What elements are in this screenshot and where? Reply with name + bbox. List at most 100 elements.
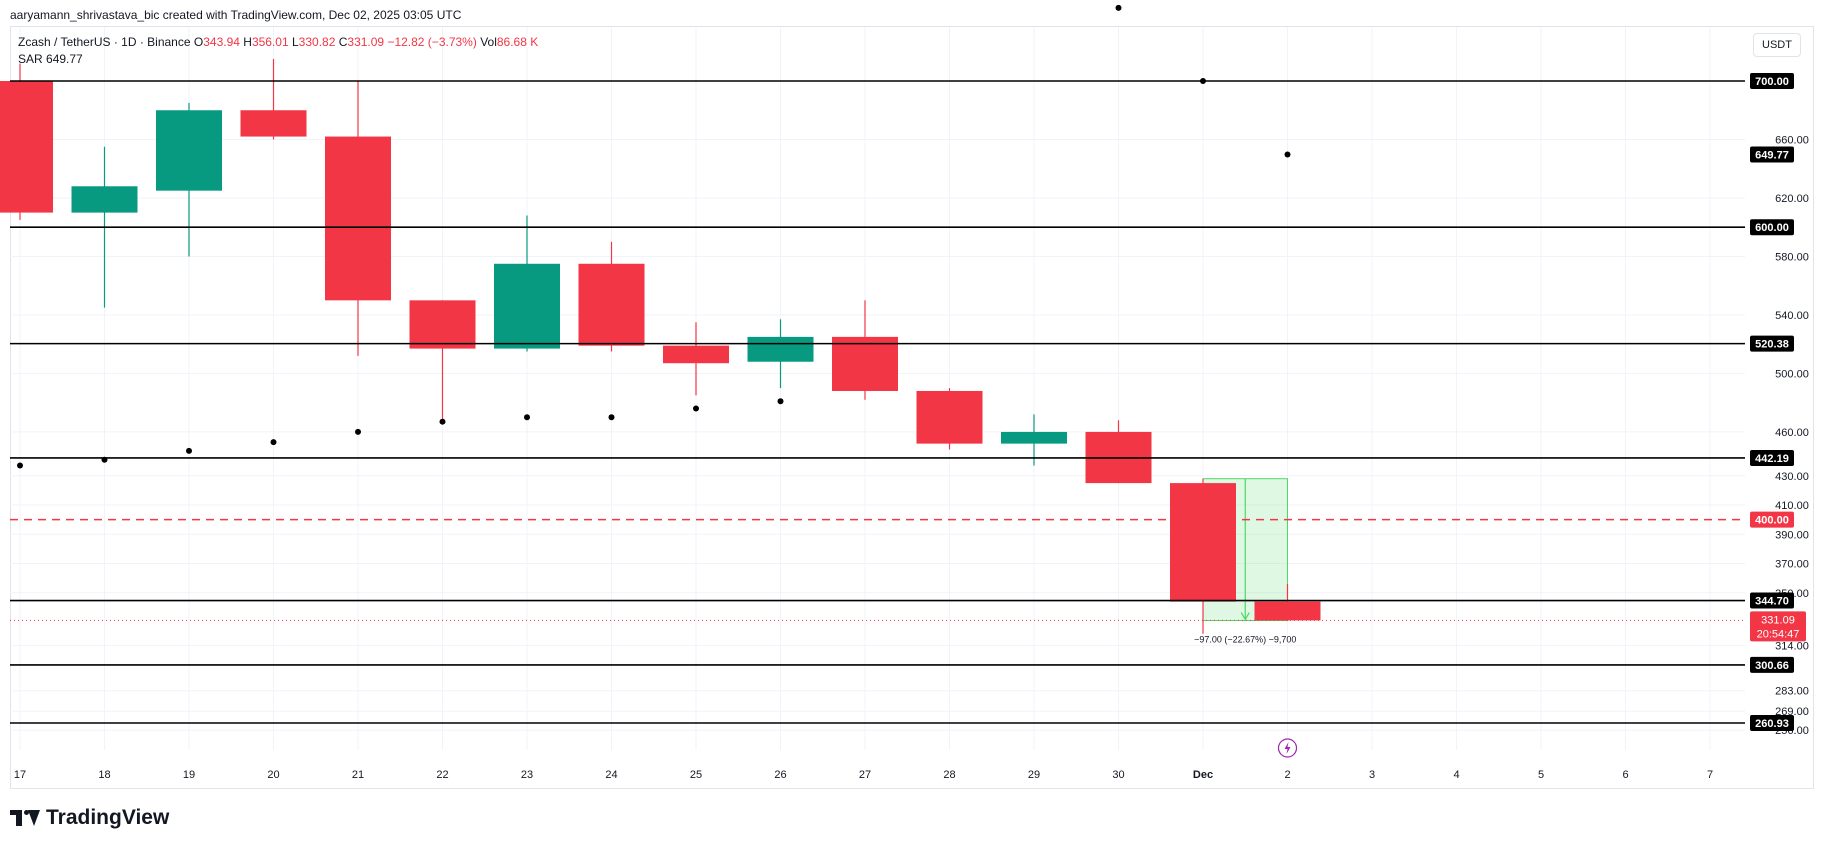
x-axis-tick-label: 29 xyxy=(1028,769,1040,781)
sar-dot xyxy=(270,439,277,446)
chart-attribution: aaryamann_shrivastava_bic created with T… xyxy=(10,8,462,22)
y-axis-tick-label: 430.00 xyxy=(1775,471,1809,483)
candle[interactable] xyxy=(0,81,53,213)
price-label: 600.00 xyxy=(1755,222,1789,234)
y-axis-tick-label: 283.00 xyxy=(1775,686,1809,698)
x-axis-tick-label: 26 xyxy=(774,769,786,781)
x-axis-tick-label: 20 xyxy=(267,769,279,781)
x-axis-tick-label: 24 xyxy=(605,769,617,781)
price-label: 649.77 xyxy=(1755,149,1789,161)
y-axis-tick-label: 410.00 xyxy=(1775,500,1809,512)
x-axis-tick-label: Dec xyxy=(1193,769,1213,781)
candle[interactable] xyxy=(832,336,898,391)
x-axis-tick-label: 18 xyxy=(98,769,110,781)
sar-dot xyxy=(186,447,192,454)
price-label-box xyxy=(1750,219,1794,236)
x-axis-tick-label: 6 xyxy=(1622,769,1628,781)
x-axis-tick-label: 21 xyxy=(352,769,364,781)
candle[interactable] xyxy=(916,390,983,444)
currency-button[interactable]: USDT xyxy=(1753,33,1801,57)
y-axis-tick-label: 540.00 xyxy=(1775,310,1809,322)
price-label-box xyxy=(1750,449,1794,466)
x-axis-tick-label: 3 xyxy=(1369,769,1375,781)
legend-volume-value: 86.68 K xyxy=(496,35,539,49)
sar-dot xyxy=(17,462,23,469)
x-axis-tick-label: 17 xyxy=(14,769,26,781)
price-label-box xyxy=(1750,146,1794,163)
price-label: 700.00 xyxy=(1755,76,1789,88)
legend-symbol[interactable]: Zcash / TetherUS · 1D · Binance xyxy=(18,35,191,49)
y-axis-tick-label: 580.00 xyxy=(1775,251,1809,263)
sar-dot xyxy=(608,414,615,421)
x-axis-tick-label: 27 xyxy=(859,769,871,781)
measure-arrow-head xyxy=(1240,612,1250,621)
y-axis-tick-label: 620.00 xyxy=(1775,193,1809,205)
chart-frame xyxy=(10,26,1814,789)
candle[interactable] xyxy=(71,186,138,213)
x-axis-tick-label: 28 xyxy=(943,769,955,781)
legend-close-value: 331.09 xyxy=(347,35,385,49)
sar-dot xyxy=(355,428,361,435)
legend-high-label: H xyxy=(243,35,252,49)
price-label-box xyxy=(1750,656,1794,673)
sar-dot xyxy=(101,456,108,463)
legend-low-label: L xyxy=(291,35,299,49)
candle[interactable] xyxy=(1254,601,1321,621)
y-axis-tick-label: 370.00 xyxy=(1775,559,1809,571)
y-axis-tick-label: 660.00 xyxy=(1775,134,1809,146)
tradingview-logo-text: TradingView xyxy=(46,806,170,829)
lightning-bolt xyxy=(1284,742,1291,754)
legend-low-value: 330.82 xyxy=(298,35,336,49)
price-label: 260.93 xyxy=(1755,718,1789,730)
sar-dot xyxy=(777,398,784,405)
legend-change: −12.82 (−3.73%) xyxy=(387,35,477,49)
candle[interactable] xyxy=(578,263,645,346)
price-label-box xyxy=(1750,335,1794,352)
candle[interactable] xyxy=(156,110,222,191)
y-axis-tick-label: 314.00 xyxy=(1775,640,1809,652)
countdown-label: 20:54:47 xyxy=(1757,628,1800,640)
x-axis-tick-label: 23 xyxy=(521,769,533,781)
sar-dot xyxy=(693,405,699,412)
legend-sar-label[interactable]: SAR xyxy=(18,52,43,66)
legend-ohlc: Zcash / TetherUS · 1D · Binance O343.94 … xyxy=(18,35,538,49)
candle[interactable] xyxy=(240,110,307,137)
price-label: 400.00 xyxy=(1755,515,1789,527)
legend-open-value: 343.94 xyxy=(203,35,240,49)
y-axis-tick-label: 460.00 xyxy=(1775,427,1809,439)
sar-dot xyxy=(1284,151,1291,158)
legend-high-value: 356.01 xyxy=(251,35,289,49)
price-label: 442.19 xyxy=(1755,453,1789,465)
price-label-box xyxy=(1750,592,1794,609)
legend-sar-value: 649.77 xyxy=(46,52,83,66)
y-axis-tick-label: 390.00 xyxy=(1775,529,1809,541)
y-axis-tick-label: 500.00 xyxy=(1775,368,1809,380)
current-price-label: 331.09 xyxy=(1761,614,1795,626)
x-axis-tick-label: 22 xyxy=(436,769,448,781)
candle[interactable] xyxy=(409,300,476,349)
price-label: 344.70 xyxy=(1755,596,1789,608)
candle[interactable] xyxy=(747,336,814,362)
x-axis-tick-label: 7 xyxy=(1707,769,1713,781)
legend-volume-label: Vol xyxy=(480,35,497,49)
candle[interactable] xyxy=(1170,483,1236,602)
legend-sar: SAR 649.77 xyxy=(18,52,83,66)
price-label-box xyxy=(1750,73,1794,89)
price-label: 520.38 xyxy=(1755,339,1789,351)
legend-close-label: C xyxy=(338,35,348,49)
candle[interactable] xyxy=(1001,431,1067,444)
sar-dot xyxy=(524,414,530,421)
sar-dot xyxy=(439,418,446,425)
price-chart[interactable]: −97.00 (−22.67%) −9,700 660.00 620.00 580.0… xyxy=(0,0,1825,800)
candle[interactable] xyxy=(663,345,729,364)
x-axis-tick-label: 2 xyxy=(1284,769,1290,781)
x-axis-tick-label: 30 xyxy=(1112,769,1124,781)
tradingview-logo[interactable]: TradingView xyxy=(10,806,169,830)
tradingview-logo-icon xyxy=(10,810,40,826)
candle[interactable] xyxy=(494,263,560,349)
candle[interactable] xyxy=(325,136,391,301)
price-label-box xyxy=(1750,511,1794,528)
x-axis-tick-label: 19 xyxy=(183,769,195,781)
x-axis-tick-label: 5 xyxy=(1538,769,1544,781)
current-price-box xyxy=(1750,611,1806,642)
